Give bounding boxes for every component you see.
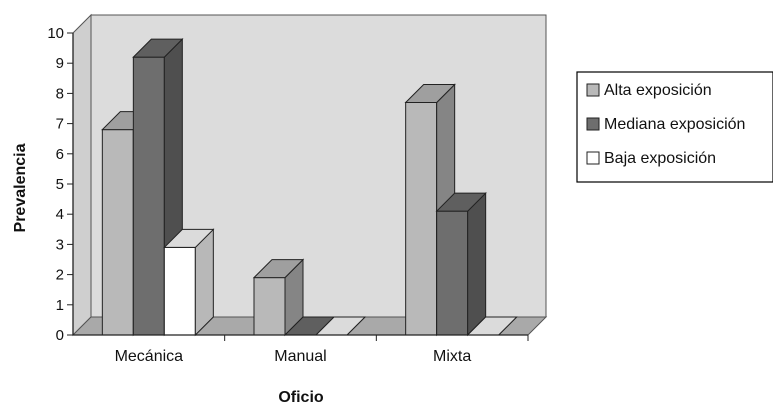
y-tick-label: 0 bbox=[56, 327, 64, 344]
y-axis-ticks: 0 1 2 3 4 5 6 7 8 9 10 bbox=[47, 25, 73, 344]
y-tick-label: 2 bbox=[56, 267, 64, 284]
y-tick-label: 10 bbox=[47, 25, 64, 42]
legend-box bbox=[576, 71, 773, 183]
bar-top bbox=[435, 192, 487, 212]
legend-swatch bbox=[586, 117, 600, 131]
y-tick-label: 3 bbox=[56, 236, 64, 253]
bar-side bbox=[467, 191, 487, 337]
legend-swatch bbox=[586, 151, 600, 165]
side-wall bbox=[72, 13, 92, 337]
legend-label: Baja exposición bbox=[604, 150, 716, 167]
bar-front bbox=[132, 56, 165, 336]
legend-label: Mediana exposición bbox=[604, 116, 745, 133]
bar-front bbox=[163, 246, 196, 336]
legend-items: Alta exposición Mediana exposición Baja ex… bbox=[586, 82, 745, 167]
bar-front bbox=[101, 129, 134, 336]
y-tick-label: 5 bbox=[56, 176, 64, 193]
bar bbox=[252, 258, 305, 337]
bar-top bbox=[404, 83, 456, 103]
y-tick-label: 7 bbox=[56, 116, 64, 133]
bar-top bbox=[132, 38, 184, 58]
y-tick-label: 6 bbox=[56, 146, 64, 163]
legend-swatch bbox=[586, 83, 600, 97]
bar-front bbox=[436, 210, 469, 336]
bar bbox=[163, 228, 215, 337]
bar-front bbox=[253, 277, 286, 336]
bar-top bbox=[163, 228, 215, 248]
x-axis-title: Oficio bbox=[278, 389, 324, 403]
y-axis-title: Prevalencia bbox=[12, 143, 29, 232]
bar-top bbox=[252, 259, 305, 279]
y-tick-label: 9 bbox=[56, 55, 64, 72]
legend-label: Alta exposición bbox=[604, 82, 712, 99]
x-category-label: Manual bbox=[274, 348, 326, 365]
x-category-label: Mecánica bbox=[115, 348, 184, 365]
y-tick-label: 8 bbox=[56, 85, 64, 102]
chart-bars bbox=[101, 37, 518, 337]
x-category-label: Mixta bbox=[433, 348, 471, 365]
y-tick-label: 4 bbox=[56, 206, 64, 223]
bar-front bbox=[405, 101, 438, 336]
y-tick-label: 1 bbox=[56, 297, 64, 314]
bar bbox=[435, 191, 487, 337]
legend: Alta exposición Mediana exposición Baja ex… bbox=[576, 71, 773, 183]
x-axis-categories: Mecánica Manual Mixta bbox=[73, 334, 529, 365]
